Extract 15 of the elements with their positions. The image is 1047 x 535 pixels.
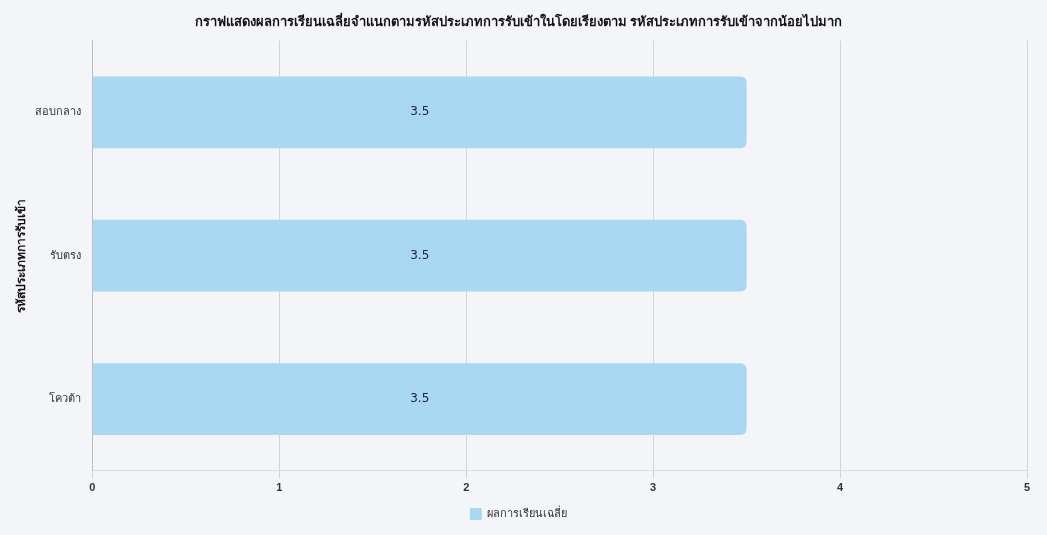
x-tick-label: 2 — [463, 481, 470, 494]
data-label: 3.5 — [410, 391, 430, 406]
y-tick-label: รับตรง — [50, 248, 82, 261]
x-tick-label: 4 — [837, 481, 845, 494]
x-tick-label: 5 — [1023, 481, 1031, 494]
x-tick-label: 3 — [650, 481, 657, 494]
y-tick-label: โควต้า — [49, 391, 82, 405]
y-tick-label: สอบกลาง — [35, 105, 82, 118]
data-label: 3.5 — [410, 104, 430, 119]
chart-title: กราฟแสดงผลการเรียนเฉลี่ยจำแนกตามรหัสประเภทการรับเข้าในโดยเรียงตาม รหัสประเภทการรับเข้าจากน้อยไปมาก — [194, 12, 843, 30]
data-label: 3.5 — [410, 247, 430, 262]
legend-label: ผลการเรียนเฉลี่ย — [487, 505, 568, 520]
x-tick-label: 0 — [89, 481, 96, 494]
y-axis-title: รหัสประเภทการรับเข้า — [13, 198, 28, 313]
x-tick-label: 1 — [276, 481, 283, 494]
